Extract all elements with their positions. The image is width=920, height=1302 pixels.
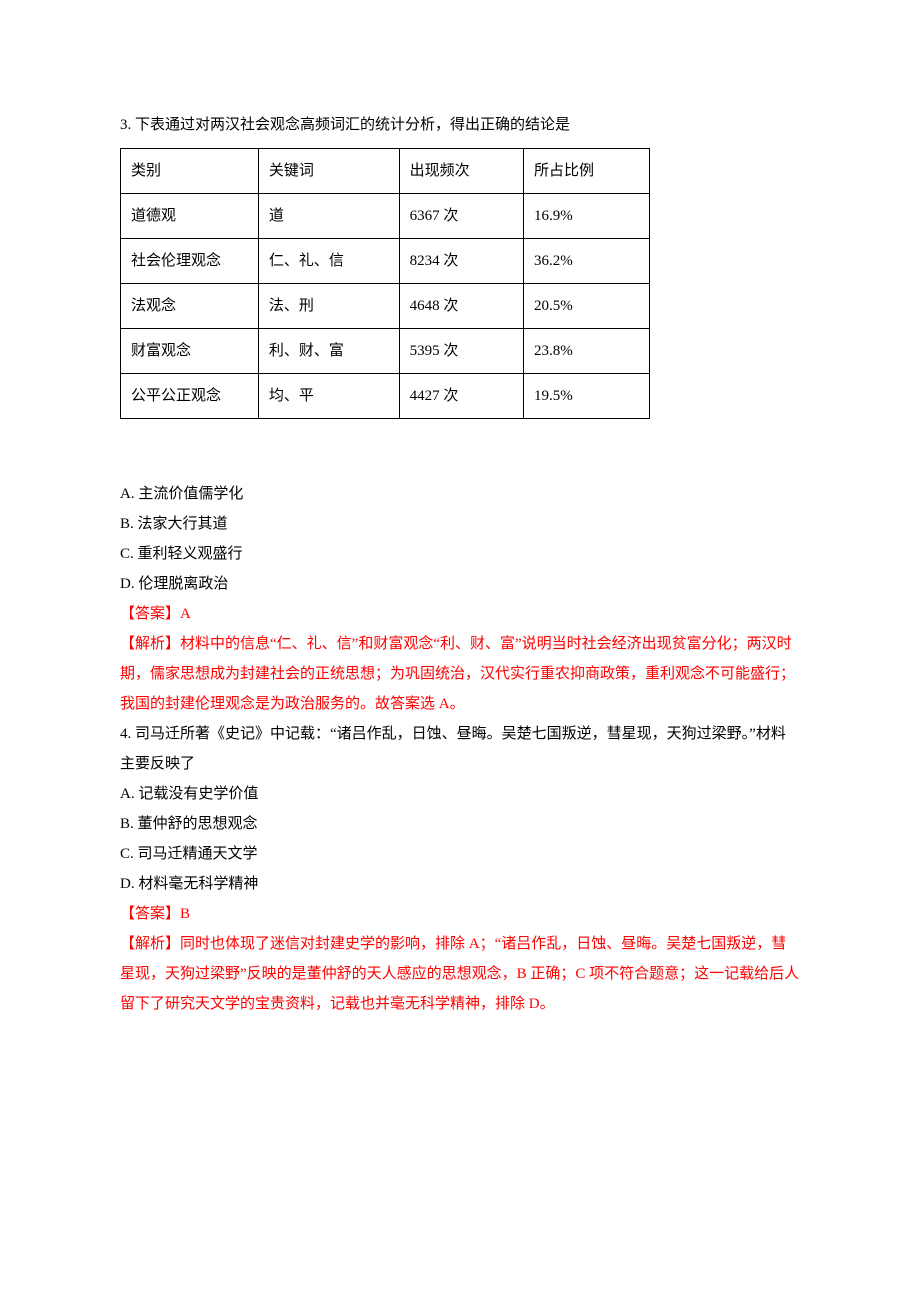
q4-explanation: 【解析】同时也体现了迷信对封建史学的影响，排除 A；“诸吕作乱，日蚀、昼晦。吴楚…: [120, 929, 800, 1019]
cell-keyword: 法、刑: [258, 284, 399, 329]
page-container: 3. 下表通过对两汉社会观念高频词汇的统计分析，得出正确的结论是 类别 关键词 …: [0, 0, 920, 1099]
q3-table: 类别 关键词 出现频次 所占比例 道德观 道 6367 次 16.9% 社会伦理…: [120, 148, 650, 419]
q4-intro: 4. 司马迁所著《史记》中记载：“诸吕作乱，日蚀、昼晦。吴楚七国叛逆，彗星现，天…: [120, 719, 800, 779]
q3-option-b: B. 法家大行其道: [120, 509, 800, 539]
th-keyword: 关键词: [258, 149, 399, 194]
th-category: 类别: [121, 149, 259, 194]
cell-keyword: 道: [258, 194, 399, 239]
explain-body: 同时也体现了迷信对封建史学的影响，排除 A；“诸吕作乱，日蚀、昼晦。吴楚七国叛逆…: [120, 936, 799, 1012]
cell-category: 道德观: [121, 194, 259, 239]
cell-keyword: 仁、礼、信: [258, 239, 399, 284]
th-percent: 所占比例: [523, 149, 649, 194]
cell-category: 公平公正观念: [121, 374, 259, 419]
q4-option-c: C. 司马迁精通天文学: [120, 839, 800, 869]
th-frequency: 出现频次: [399, 149, 523, 194]
cell-keyword: 利、财、富: [258, 329, 399, 374]
cell-frequency: 6367 次: [399, 194, 523, 239]
explain-body: 材料中的信息“仁、礼、信”和财富观念“利、财、富”说明当时社会经济出现贫富分化；…: [120, 636, 795, 712]
q3-option-c: C. 重利轻义观盛行: [120, 539, 800, 569]
cell-frequency: 4427 次: [399, 374, 523, 419]
cell-percent: 36.2%: [523, 239, 649, 284]
q3-answer: 【答案】A: [120, 599, 800, 629]
table-row: 道德观 道 6367 次 16.9%: [121, 194, 650, 239]
cell-frequency: 8234 次: [399, 239, 523, 284]
table-row: 社会伦理观念 仁、礼、信 8234 次 36.2%: [121, 239, 650, 284]
cell-percent: 20.5%: [523, 284, 649, 329]
explain-prefix: 【解析】: [120, 636, 180, 652]
table-row: 公平公正观念 均、平 4427 次 19.5%: [121, 374, 650, 419]
q4-option-a: A. 记载没有史学价值: [120, 779, 800, 809]
q3-option-a: A. 主流价值儒学化: [120, 479, 800, 509]
q3-explanation: 【解析】材料中的信息“仁、礼、信”和财富观念“利、财、富”说明当时社会经济出现贫…: [120, 629, 800, 719]
cell-percent: 19.5%: [523, 374, 649, 419]
cell-frequency: 5395 次: [399, 329, 523, 374]
q3-option-d: D. 伦理脱离政治: [120, 569, 800, 599]
cell-category: 社会伦理观念: [121, 239, 259, 284]
explain-prefix: 【解析】: [120, 936, 180, 952]
q4-answer: 【答案】B: [120, 899, 800, 929]
cell-frequency: 4648 次: [399, 284, 523, 329]
q4-option-b: B. 董仲舒的思想观念: [120, 809, 800, 839]
q3-intro: 3. 下表通过对两汉社会观念高频词汇的统计分析，得出正确的结论是: [120, 110, 800, 140]
table-row: 财富观念 利、财、富 5395 次 23.8%: [121, 329, 650, 374]
cell-keyword: 均、平: [258, 374, 399, 419]
cell-category: 法观念: [121, 284, 259, 329]
cell-category: 财富观念: [121, 329, 259, 374]
table-header-row: 类别 关键词 出现频次 所占比例: [121, 149, 650, 194]
cell-percent: 23.8%: [523, 329, 649, 374]
table-row: 法观念 法、刑 4648 次 20.5%: [121, 284, 650, 329]
q4-option-d: D. 材料毫无科学精神: [120, 869, 800, 899]
cell-percent: 16.9%: [523, 194, 649, 239]
